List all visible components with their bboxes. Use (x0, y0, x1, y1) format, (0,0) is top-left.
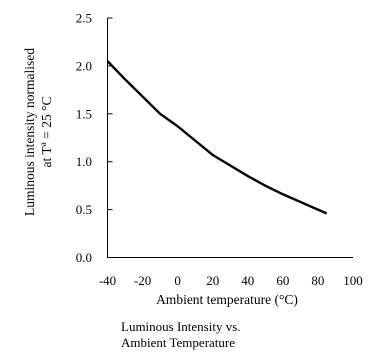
caption-line-1: Luminous Intensity vs. (121, 319, 241, 334)
y-axis-label-line2: at Ta = 25 °C (39, 97, 54, 168)
plot-frame (107, 18, 353, 258)
y-tick-label: 0.5 (76, 202, 92, 217)
x-tick-label: 100 (343, 273, 363, 288)
x-tick-label: 60 (276, 273, 289, 288)
y-tick-label: 0.0 (76, 250, 92, 265)
y-tick-label: 2.0 (76, 58, 92, 73)
chart-caption: Luminous Intensity vs. Ambient Temperatu… (121, 319, 241, 351)
x-tick-label: 20 (206, 273, 219, 288)
series-line (106, 60, 328, 215)
y-axis-label-line1: Luminous intensity normalised (22, 48, 37, 216)
y-axis-label: Luminous intensity normalised at Ta = 25… (22, 48, 54, 216)
y-ticks: 0.0 0.5 1.0 1.5 2.0 2.5 (76, 11, 113, 265)
caption-line-2: Ambient Temperature (121, 335, 236, 350)
x-tick-label: -40 (99, 273, 116, 288)
x-ticks: -40 -20 0 20 40 60 80 100 (99, 273, 363, 288)
x-tick-label: 0 (174, 273, 181, 288)
x-axis-label: Ambient temperature (°C) (156, 292, 298, 307)
series-layer (106, 60, 328, 215)
y-tick-label: 2.5 (76, 11, 92, 26)
x-tick-label: -20 (134, 273, 151, 288)
y-tick-label: 1.5 (76, 106, 92, 121)
x-tick-label: 80 (311, 273, 324, 288)
y-tick-label: 1.0 (76, 154, 92, 169)
x-tick-label: 40 (241, 273, 254, 288)
